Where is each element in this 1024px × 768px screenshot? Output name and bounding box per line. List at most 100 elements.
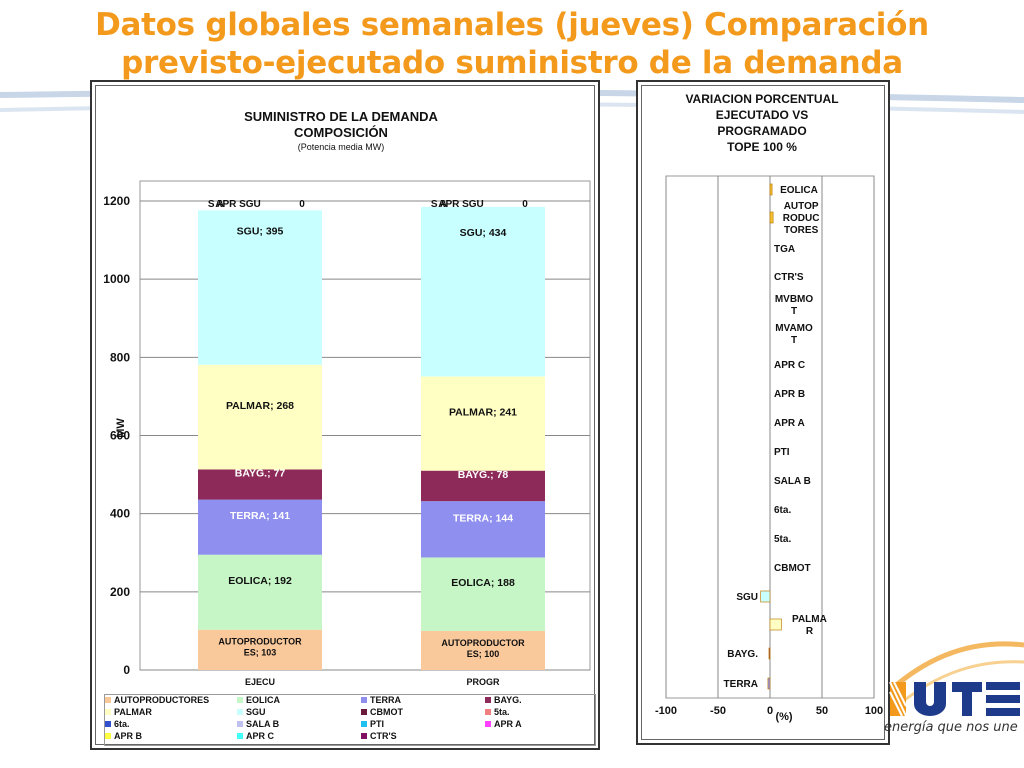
legend-item-eolica: EOLICA	[237, 695, 280, 705]
data-label-sgu: SGU; 395	[237, 225, 284, 237]
category-label-6ta: 6ta.	[774, 505, 791, 516]
composition-chart-panel: SUMINISTRO DE LA DEMANDA COMPOSICIÓN (Po…	[90, 80, 600, 750]
slide-title-line2: previsto-ejecutado suministro de la dema…	[121, 45, 903, 81]
legend-label: 6ta.	[114, 719, 130, 729]
category-label-apr-a: APR A	[774, 418, 805, 429]
legend-label: BAYG.	[494, 695, 522, 705]
legend-label: CTR'S	[370, 731, 397, 741]
legend-label: AUTOPRODUCTORES	[114, 695, 210, 705]
category-label-pti: PTI	[774, 447, 790, 458]
legend-item-cbmot: CBMOT	[361, 707, 403, 717]
data-label-autoproductores: ES; 100	[467, 649, 500, 659]
variation-bar-terra	[767, 677, 771, 690]
category-label-eolica: EOLICA	[780, 185, 818, 196]
legend-item-6ta: 6ta.	[105, 719, 130, 729]
bar-palmar-progr	[421, 376, 545, 471]
category-label-apr-c: APR C	[774, 360, 805, 371]
legend-label: SGU	[246, 707, 266, 717]
bar-autoproductores-ejecu	[198, 629, 322, 670]
legend-label: APR A	[494, 719, 522, 729]
x-tick-label: -50	[710, 705, 726, 717]
variation-title-line: PROGRAMADO	[717, 124, 806, 138]
legend-swatch	[237, 697, 243, 703]
variation-title-line: VARIACION PORCENTUAL	[685, 92, 838, 106]
bar-terra-progr	[421, 501, 545, 558]
legend-swatch	[361, 721, 367, 727]
category-label-autoproductores: RODUC	[783, 213, 820, 224]
data-label-apr-a: APR SGU	[215, 199, 261, 210]
category-label-autoproductores: TORES	[784, 225, 819, 236]
category-label-sgu: SGU	[736, 592, 758, 603]
data-label-bayg: BAYG.; 78	[458, 469, 509, 481]
x-tick-label: 0	[767, 705, 773, 717]
data-label-eolica: EOLICA; 188	[451, 577, 515, 589]
slide-title-line1: Datos globales semanales (jueves) Compar…	[95, 7, 929, 43]
category-label-mvbmot: MVBMO	[775, 294, 814, 305]
legend-item-sgu: SGU	[237, 707, 266, 717]
data-label-bayg: BAYG.; 77	[235, 468, 286, 480]
legend-swatch	[237, 709, 243, 715]
category-label-mvamot: T	[791, 335, 797, 346]
legend-item-sala-b: SALA B	[237, 719, 279, 729]
category-label-5ta: 5ta.	[774, 534, 791, 545]
data-label-ctr-s: 0	[522, 199, 528, 210]
legend-label: APR B	[114, 731, 143, 741]
slide-title: Datos globales semanales (jueves) Compar…	[40, 6, 984, 82]
x-tick-label: 100	[865, 705, 883, 717]
legend-swatch	[237, 721, 243, 727]
variation-title-line: EJECUTADO VS	[716, 108, 808, 122]
legend-swatch	[105, 733, 111, 739]
legend-swatch	[361, 709, 367, 715]
variation-bar-eolica	[769, 183, 773, 196]
bar-palmar-ejecu	[198, 364, 322, 470]
legend-item-bayg: BAYG.	[485, 695, 522, 705]
x-tick-label-progr: PROGR	[466, 677, 500, 686]
x-axis-label: (%)	[775, 711, 792, 723]
legend-item-ctr-s: CTR'S	[361, 731, 397, 741]
category-label-apr-b: APR B	[774, 389, 805, 400]
category-label-mvamot: MVAMO	[775, 323, 813, 334]
legend-swatch	[237, 733, 243, 739]
chart-subtitle2: (Potencia media MW)	[298, 142, 385, 152]
bar-autoproductores-progr	[421, 630, 545, 670]
y-tick-label: 200	[110, 585, 130, 599]
variation-chart: VARIACION PORCENTUAL EJECUTADO VS PROGRAMA…	[655, 92, 883, 723]
legend-item-autoproductores: AUTOPRODUCTORES	[105, 695, 209, 705]
category-label-ctr-s: CTR'S	[774, 272, 804, 283]
chart-subtitle: COMPOSICIÓN	[294, 125, 388, 140]
data-label-autoproductores: AUTOPRODUCTOR	[441, 638, 525, 648]
legend-label: PALMAR	[114, 707, 152, 717]
legend-swatch	[105, 709, 111, 715]
data-label-eolica: EOLICA; 192	[228, 575, 292, 587]
variation-chart-panel: VARIACION PORCENTUAL EJECUTADO VS PROGRAMA…	[636, 80, 890, 745]
ute-tagline: energía que nos une	[884, 720, 1018, 735]
category-label-cbmot: CBMOT	[774, 563, 811, 574]
legend-item-apr-a: APR A	[485, 719, 522, 729]
legend-label: EOLICA	[246, 695, 281, 705]
y-tick-label: 800	[110, 350, 130, 364]
legend-item-apr-c: APR C	[237, 731, 274, 741]
data-label-sala-b: S A	[431, 199, 447, 210]
category-label-tga: TGA	[774, 244, 795, 255]
category-label-bayg: BAYG.	[727, 649, 758, 660]
bar-sgu-ejecu	[198, 210, 322, 365]
y-tick-label: 400	[110, 507, 130, 521]
legend-label: PTI	[370, 719, 385, 729]
data-label-autoproductores: ES; 103	[244, 648, 277, 658]
variation-bar-sgu	[760, 590, 771, 603]
composition-chart: SUMINISTRO DE LA DEMANDA COMPOSICIÓN (Po…	[103, 109, 591, 686]
legend-swatch	[105, 697, 111, 703]
bar-terra-ejecu	[198, 499, 322, 555]
data-label-ctr-s: 0	[299, 199, 305, 210]
bar-eolica-ejecu	[198, 554, 322, 630]
data-label-sgu: SGU; 434	[460, 227, 507, 239]
x-tick-label: -100	[655, 705, 677, 717]
variation-bar-bayg	[768, 647, 771, 660]
composition-chart-frame: SUMINISTRO DE LA DEMANDA COMPOSICIÓN (Po…	[95, 85, 596, 746]
legend-swatch	[105, 721, 111, 727]
category-label-palmar: R	[806, 626, 814, 637]
y-tick-label: 0	[123, 663, 130, 677]
data-label-palmar: PALMAR; 268	[226, 400, 294, 412]
variation-bar-autoproductores	[769, 211, 774, 224]
legend-swatch	[361, 733, 367, 739]
